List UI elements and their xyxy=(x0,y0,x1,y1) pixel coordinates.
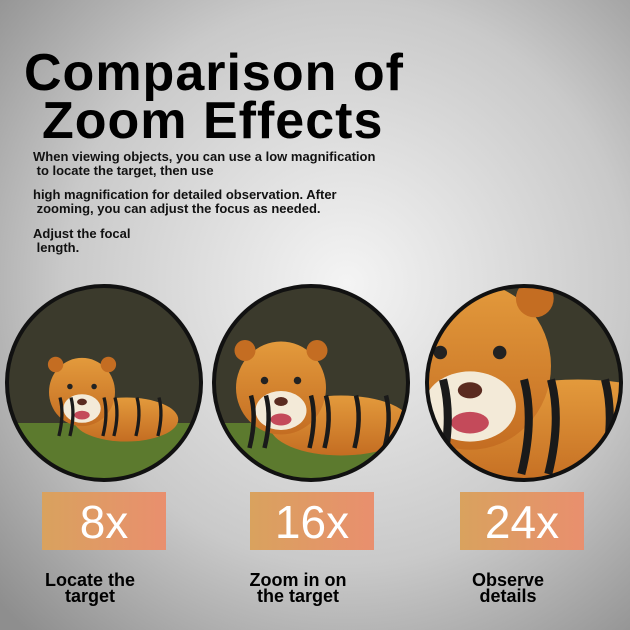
tiger-stripe xyxy=(134,397,141,437)
tiger-stripe xyxy=(544,378,560,475)
tiger-eye xyxy=(67,383,73,390)
zoom-label: 8x xyxy=(80,496,129,548)
tiger-stripe xyxy=(352,394,361,449)
title-line: Comparison of xyxy=(24,44,404,102)
tiger-mouth xyxy=(74,410,90,420)
tiger-ear xyxy=(234,340,256,361)
tiger-stripe xyxy=(307,394,316,449)
zoom-label: 16x xyxy=(275,496,349,548)
caption-line: target xyxy=(65,586,115,606)
tiger-ear xyxy=(306,340,328,361)
caption-line: Zoom in on xyxy=(250,570,347,590)
tiger-stripe xyxy=(517,378,533,475)
caption-line: the target xyxy=(257,586,339,606)
lens-ring xyxy=(212,284,410,482)
caption-line: Locate the xyxy=(45,570,135,590)
description-line: length. xyxy=(33,240,79,255)
zoom-badge xyxy=(250,492,374,550)
tiger-ear xyxy=(100,356,117,373)
tiger-stripe xyxy=(101,397,108,437)
title-line: Zoom Effects xyxy=(42,92,383,150)
tiger-mouth xyxy=(270,413,292,426)
tiger xyxy=(47,356,179,442)
tiger-nose xyxy=(457,382,483,399)
tiger-stripe xyxy=(322,394,331,449)
tiger-eye xyxy=(433,345,448,360)
tiger-ear xyxy=(47,356,64,373)
caption-line: details xyxy=(479,586,536,606)
caption-line: Observe xyxy=(472,570,544,590)
tiger-nose xyxy=(77,398,87,406)
tiger-eye xyxy=(492,345,507,360)
tiger-eye xyxy=(260,376,269,385)
zoom-label: 24x xyxy=(485,496,559,548)
tiger xyxy=(234,340,408,456)
tiger-mouth xyxy=(451,411,489,434)
tiger-nose xyxy=(274,397,288,406)
lens-ring xyxy=(425,284,623,482)
description-line: zooming, you can adjust the focus as nee… xyxy=(33,201,321,216)
zoom-badge xyxy=(460,492,584,550)
description-line: to locate the target, then use xyxy=(33,163,214,178)
tiger-eye xyxy=(91,383,97,390)
description-line: Adjust the focal xyxy=(33,226,131,241)
tiger-stripe xyxy=(262,394,271,449)
tiger-stripe xyxy=(247,394,256,449)
tiger-scene xyxy=(7,286,201,480)
tiger-stripe xyxy=(68,397,75,437)
zoom-badge xyxy=(42,492,166,550)
tiger-stripe xyxy=(156,397,163,437)
tiger-stripe xyxy=(57,397,64,437)
description-line: When viewing objects, you can use a low … xyxy=(33,149,375,164)
tiger-stripe xyxy=(112,397,119,437)
lens-ring xyxy=(5,284,203,482)
tiger-eye xyxy=(293,376,302,385)
description-line: high magnification for detailed observat… xyxy=(33,187,337,202)
